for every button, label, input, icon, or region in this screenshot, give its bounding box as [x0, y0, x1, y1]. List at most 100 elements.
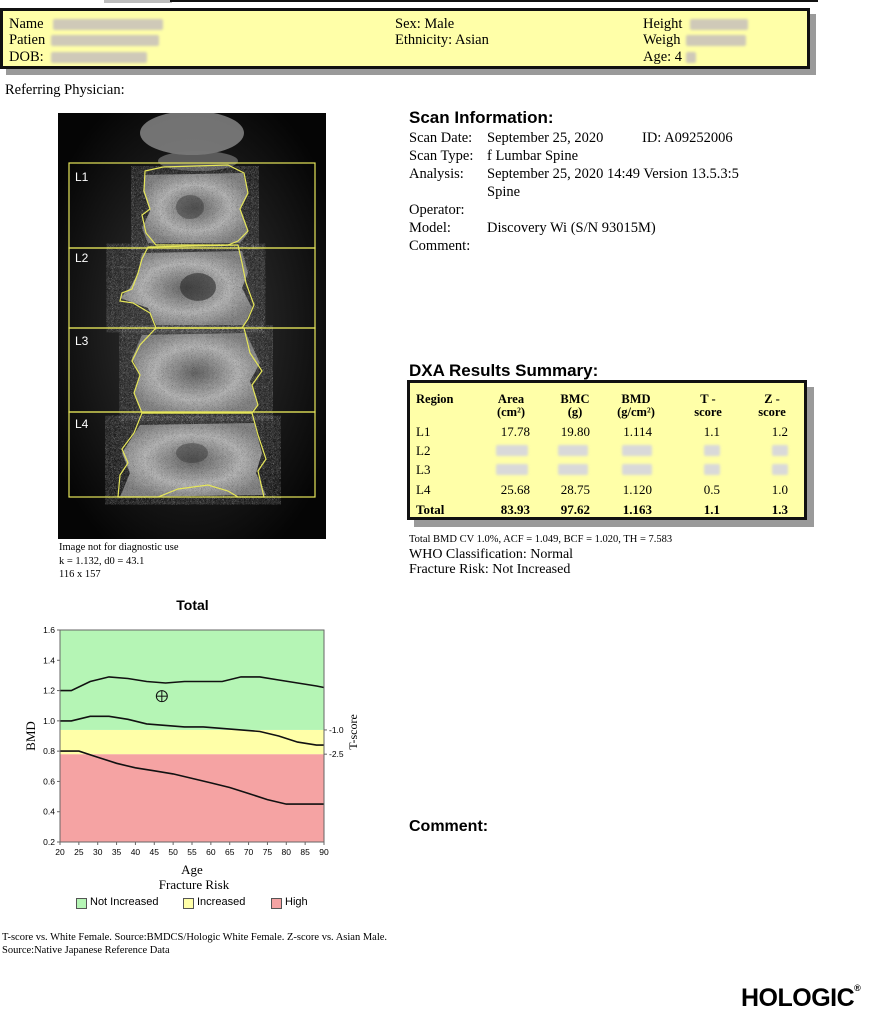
model-row: Model: Discovery Wi (S/N 93015M): [409, 219, 656, 237]
patient-id-label: Patien: [9, 32, 46, 48]
reference-curve-1: [60, 715, 324, 746]
roi-label-l3: L3: [75, 334, 89, 348]
sex-field: Sex: Male: [395, 16, 455, 32]
reference-curve-0: [60, 676, 325, 692]
row-l1-region: L1: [416, 424, 431, 439]
col-header-bmc-2: (g): [567, 404, 583, 419]
col-header-bmc-1: BMC: [560, 392, 590, 406]
col-header-bmd: BMD (g/cm²): [606, 393, 666, 418]
y-tick-label-4: 1.0: [43, 716, 55, 726]
roi-label-l2: L2: [75, 251, 89, 265]
scan-date-value: September 25, 2020: [487, 130, 604, 146]
bmd-cv-line: Total BMD CV 1.0%, ACF = 1.049, BCF = 1.…: [409, 534, 673, 545]
spine-scan-svg: [58, 113, 326, 539]
comment-row: Comment:: [409, 237, 470, 255]
scan-type-label: Scan Type:: [409, 148, 474, 164]
redacted-weight: [686, 35, 747, 47]
patient-point: [155, 690, 168, 703]
col-header-t-1: T -: [700, 392, 716, 406]
row-l4-region: L4: [416, 482, 431, 497]
band-0: [60, 754, 324, 842]
row-l4-z: 1.0: [771, 482, 788, 497]
row-total-region: Total: [416, 502, 445, 517]
dxa-scan-image: L1 L2 L3 L4: [58, 113, 326, 539]
reference-footnote: T-score vs. White Female. Source:BMDCS/H…: [2, 932, 387, 957]
scan-type-value: f Lumbar Spine: [487, 148, 579, 164]
redacted-l2-bmd: [622, 445, 652, 456]
scan-date-row: Scan Date: September 25, 2020 ID: A09252…: [409, 129, 733, 147]
logo-mark: ®: [854, 982, 861, 993]
col-header-area-2: (cm²): [496, 404, 526, 419]
redacted-l2-bmc: [558, 445, 588, 456]
legend-swatch-increased: [183, 898, 194, 909]
analysis-value: September 25, 2020 14:49 Version 13.5.3:…: [487, 166, 739, 182]
analysis-value-2: Spine: [487, 184, 521, 200]
col-header-z-1: Z -: [764, 392, 780, 406]
y-tick-label-1: 0.4: [43, 807, 55, 817]
header-rule-gray: [104, 0, 172, 3]
col-header-z-2: score: [758, 404, 786, 419]
height-row: Height: [643, 16, 749, 33]
analysis-label: Analysis:: [409, 166, 464, 182]
operator-label: Operator:: [409, 202, 465, 218]
y-axis-ticks: 0.2 0.4 0.6 0.8 1.0 1.2 1.4 1.6: [43, 625, 60, 847]
x-tick-label-4: 40: [131, 847, 141, 857]
x-tick-label-10: 70: [244, 847, 254, 857]
x-tick-label-12: 80: [282, 847, 292, 857]
model-label: Model:: [409, 220, 451, 236]
scan-date-label: Scan Date:: [409, 130, 473, 146]
x-tick-label-8: 60: [206, 847, 216, 857]
t-score-axis-label: T-score: [346, 714, 360, 750]
x-tick-label-11: 75: [263, 847, 273, 857]
row-total-t: 1.1: [703, 502, 720, 517]
col-header-bmc: BMC (g): [550, 393, 600, 418]
model-value: Discovery Wi (S/N 93015M): [487, 220, 656, 236]
redacted-l2-t: [704, 445, 720, 456]
image-note-1: Image not for diagnostic use: [59, 542, 179, 553]
row-total-bmd: 1.163: [622, 502, 652, 517]
redacted-l3-t: [704, 464, 720, 475]
row-l1-z: 1.2: [771, 424, 788, 439]
col-header-region: Region: [416, 392, 454, 406]
x-axis-label: Age: [181, 862, 203, 877]
x-tick-label-9: 65: [225, 847, 235, 857]
x-tick-label-6: 50: [168, 847, 178, 857]
who-classification: WHO Classification: Normal: [409, 547, 574, 562]
scan-type-row: Scan Type: f Lumbar Spine: [409, 147, 578, 165]
ethnicity-field: Ethnicity: Asian: [395, 32, 489, 48]
redacted-dob: [51, 52, 148, 64]
row-total-z: 1.3: [771, 502, 788, 517]
x-tick-label-5: 45: [150, 847, 160, 857]
redacted-l2-z: [772, 445, 788, 456]
hologic-logo: HOLOGIC®: [741, 982, 861, 1013]
redacted-l2-area: [496, 445, 528, 456]
row-l1-t: 1.1: [703, 424, 720, 439]
row-l1-area: 17.78: [500, 424, 530, 439]
patient-name-row: Name: [9, 16, 164, 33]
comment-label: Comment:: [409, 238, 471, 254]
patient-info-box: Name Patien DOB: Sex: Male Ethnicity: As…: [0, 8, 810, 69]
row-l2-region: L2: [416, 443, 431, 458]
row-l4-bmc: 28.75: [560, 482, 590, 497]
band-1: [60, 729, 324, 755]
y-tick-label-6: 1.4: [43, 655, 55, 665]
dob-label: DOB:: [9, 49, 44, 65]
x-tick-label-13: 85: [300, 847, 310, 857]
roi-label-l1: L1: [75, 170, 89, 184]
age-field: Age: 4: [643, 49, 683, 65]
weight-label: Weigh: [643, 32, 681, 48]
row-total-area: 83.93: [500, 502, 530, 517]
legend-swatch-not-increased: [76, 898, 87, 909]
patient-id-row: Patien: [9, 32, 159, 49]
t-tick-label-1: -2.5: [329, 749, 344, 759]
scan-info-title: Scan Information:: [409, 108, 554, 127]
age-row: Age: 4: [643, 49, 696, 66]
y-tick-label-7: 1.6: [43, 625, 55, 635]
image-note-2: k = 1.132, d0 = 43.1: [59, 556, 145, 567]
y-tick-label-3: 0.8: [43, 746, 55, 756]
redacted-age: [685, 52, 696, 64]
redacted-l3-area: [496, 464, 528, 475]
scan-id: ID: A09252006: [642, 130, 733, 146]
x-tick-label-7: 55: [187, 847, 197, 857]
referring-physician: Referring Physician:: [5, 82, 125, 98]
